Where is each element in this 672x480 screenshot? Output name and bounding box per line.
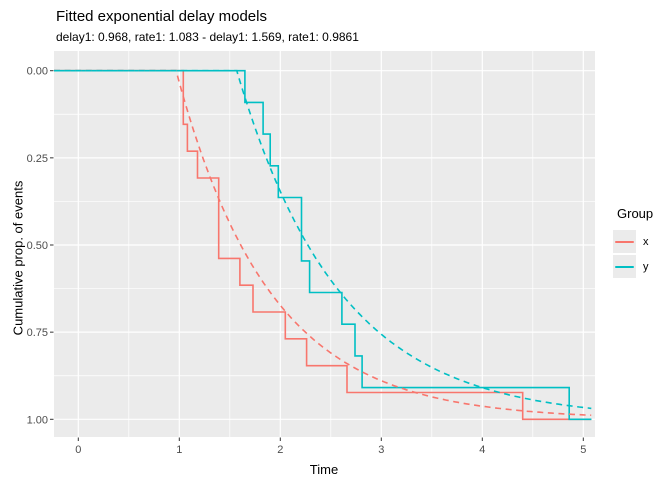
svg-text:3: 3 [378, 444, 384, 456]
series-y-fitted-dashed-line [54, 69, 592, 410]
legend-label-x: x [643, 235, 649, 248]
svg-text:1.00: 1.00 [27, 414, 48, 426]
y-tick-labels: 0.00 0.25 0.50 0.75 1.00 [27, 66, 48, 427]
gridlines-major [54, 51, 595, 437]
series-y-empirical-step-line [54, 69, 592, 421]
svg-text:0.75: 0.75 [27, 327, 48, 339]
legend-item-x: x [613, 230, 671, 253]
svg-text:0.00: 0.00 [27, 66, 48, 78]
legend-key-y [613, 255, 636, 278]
plot-panel [54, 51, 595, 437]
svg-text:2: 2 [277, 444, 283, 456]
x-axis-title: Time [309, 462, 339, 477]
plot-title: Fitted exponential delay models [56, 8, 267, 25]
legend-line-y-icon [615, 265, 634, 268]
svg-text:0: 0 [75, 444, 81, 456]
y-axis-title: Cumulative prop. of events [10, 180, 26, 336]
gridlines-minor [54, 51, 595, 437]
plot-subtitle: delay1: 0.968, rate1: 1.083 - delay1: 1.… [56, 30, 359, 44]
legend-label-y: y [643, 260, 649, 273]
svg-text:0.50: 0.50 [27, 240, 48, 252]
legend-title: Group [617, 206, 654, 221]
legend-key-x [613, 230, 636, 253]
series-x-empirical-step-line [54, 69, 592, 421]
legend-item-y: y [613, 255, 671, 278]
svg-text:5: 5 [580, 444, 586, 456]
x-tick-labels: 0 1 2 3 4 5 [75, 444, 586, 456]
svg-text:4: 4 [479, 444, 485, 456]
series-x-fitted-dashed-line [54, 69, 592, 416]
svg-text:1: 1 [176, 444, 182, 456]
legend: Group x y [613, 206, 671, 280]
svg-text:0.25: 0.25 [27, 153, 48, 165]
tick-marks [50, 70, 584, 441]
legend-line-x-icon [615, 240, 634, 243]
